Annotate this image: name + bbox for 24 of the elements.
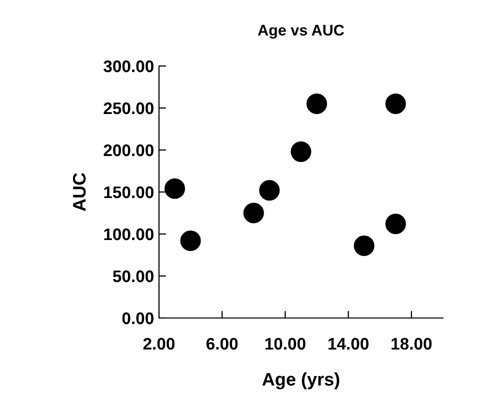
y-tick-label: 200.00	[104, 144, 154, 156]
chart-title: Age vs AUC	[258, 24, 344, 39]
x-tick-label: 18.00	[392, 338, 432, 350]
y-axis-title: AUC	[72, 172, 86, 212]
x-tick-label: 6.00	[206, 338, 238, 350]
y-tick-label: 250.00	[104, 102, 154, 114]
point	[243, 202, 264, 224]
point	[164, 178, 186, 199]
y-tick-label: 300.00	[104, 60, 154, 72]
x-axis-title: Age (yrs)	[262, 372, 340, 390]
point	[354, 235, 374, 256]
point	[180, 230, 201, 251]
x-tick-label: 10.00	[265, 338, 306, 350]
x-tick-label: 14.00	[328, 338, 369, 350]
y-tick-label: 100.00	[104, 228, 154, 240]
point	[290, 141, 312, 162]
point	[259, 180, 280, 201]
y-tick-label: 50.00	[112, 270, 154, 282]
point	[306, 94, 328, 114]
point	[385, 214, 406, 234]
x-tick-label: 2.00	[143, 338, 175, 350]
y-tick-label: 150.00	[104, 186, 154, 198]
y-tick-label: 0.00	[122, 312, 154, 324]
point	[385, 94, 406, 114]
